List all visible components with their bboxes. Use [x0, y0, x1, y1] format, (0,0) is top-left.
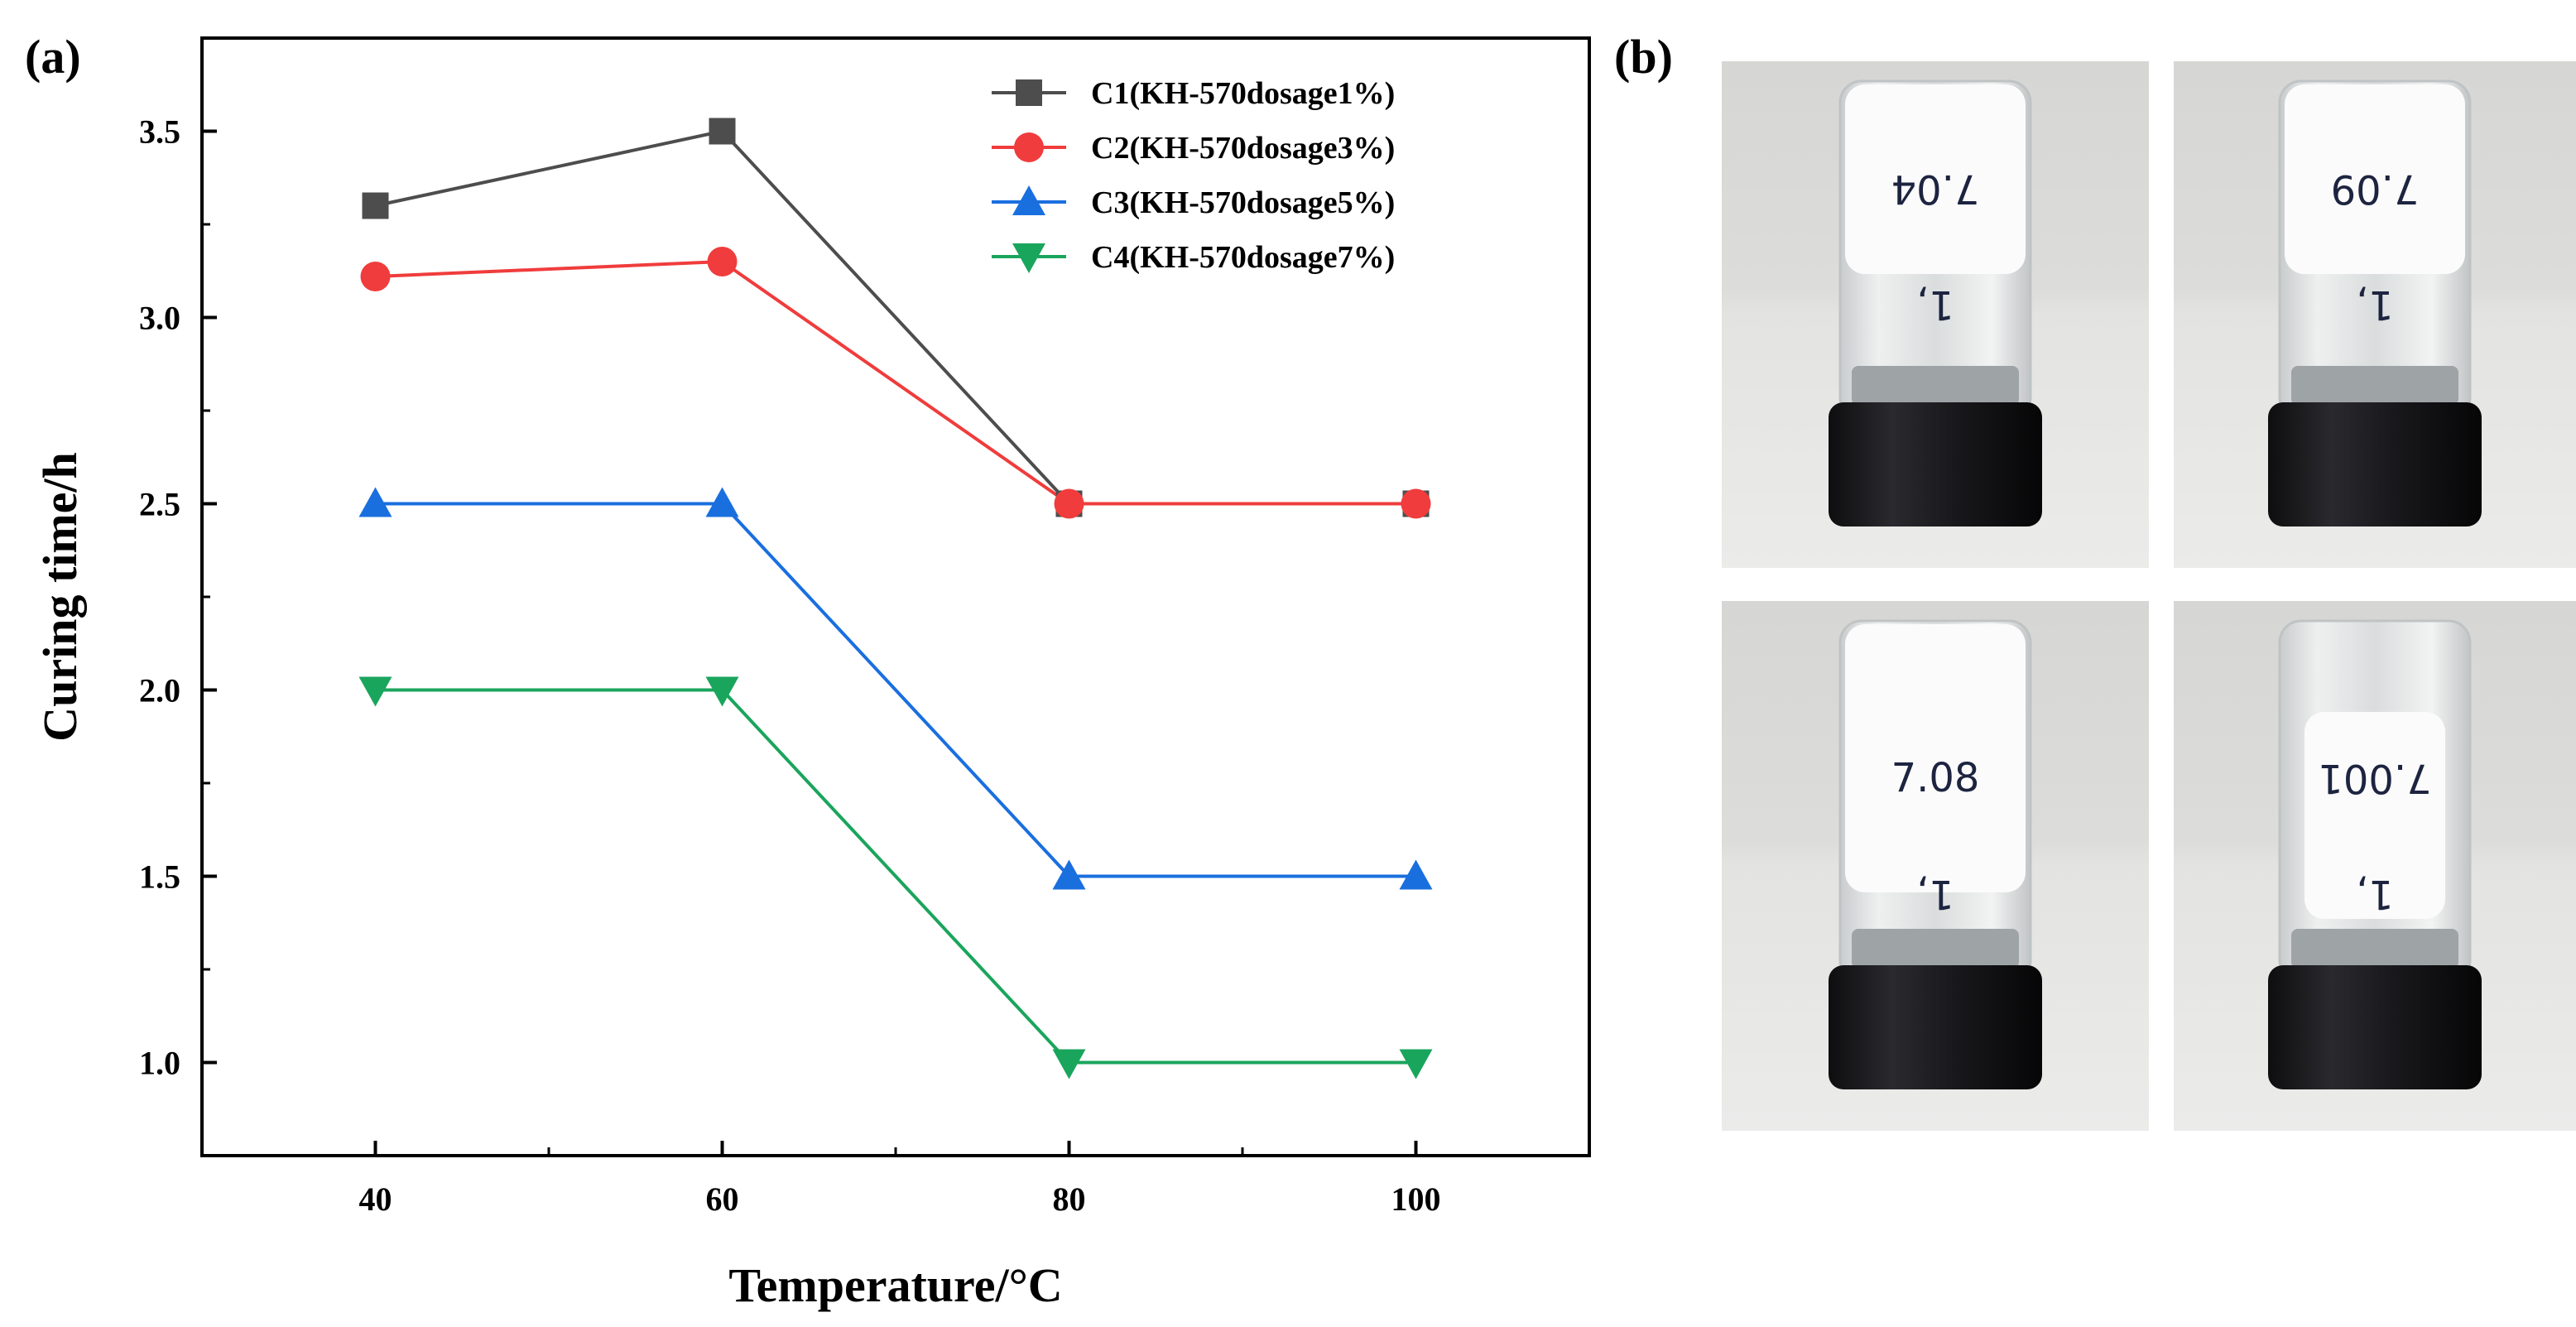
vial-mark: 1, [2356, 871, 2394, 917]
vial-photo-4: 7.001 1, [2174, 601, 2576, 1131]
legend-marker [1014, 132, 1044, 162]
series-1-point [362, 192, 389, 219]
legend-marker [1012, 243, 1045, 273]
y-tick-label: 3.5 [139, 113, 180, 151]
x-axis-title: Temperature/°C [728, 1258, 1062, 1312]
vial-label: 7.09 [2331, 166, 2420, 212]
y-tick-label: 2.5 [139, 486, 180, 523]
y-tick-label: 3.0 [139, 300, 180, 337]
vial-cap [1829, 402, 2042, 526]
legend-entry-4: C4(KH-570dosage7%) [1091, 240, 1395, 275]
vial-label: 7.04 [1891, 166, 1980, 212]
panel-label-b: (b) [1614, 30, 1673, 84]
vial-sediment [1852, 929, 2019, 969]
x-tick-label: 80 [1053, 1180, 1086, 1218]
panel-label-a: (a) [25, 30, 81, 84]
axis-ticks: 40 60 80 100 1.0 1.5 2.0 2.5 3.0 3.5 [139, 113, 1441, 1219]
legend-entry-3: C3(KH-570dosage5%) [1091, 185, 1395, 220]
vial-photo-1: 7.04 1, [1722, 61, 2149, 568]
x-tick-label: 40 [359, 1180, 392, 1218]
series-3-point [358, 487, 392, 517]
x-tick-label: 60 [706, 1180, 739, 1218]
vial-cap [2268, 402, 2482, 526]
series-line-3 [375, 502, 1416, 878]
series-markers [358, 118, 1433, 1079]
series-1-point [709, 118, 736, 145]
vial-gel [1845, 84, 2026, 275]
vial-photo-3: 7.08 1, [1722, 601, 2149, 1131]
series-4-point [705, 676, 739, 707]
vial-gel [2304, 712, 2445, 919]
series-4-point [1052, 1049, 1086, 1079]
vial-label: 7.001 [2318, 755, 2431, 801]
vial-mark: 1, [1916, 871, 1954, 917]
series-4-point [1399, 1049, 1433, 1079]
y-tick-label: 1.5 [139, 858, 180, 896]
vial-mark: 1, [1916, 281, 1954, 328]
series-3-point [1052, 859, 1086, 890]
vial-cap [1829, 965, 2042, 1089]
series-2-point [360, 262, 391, 291]
y-axis-title: Curing time/h [33, 452, 87, 742]
legend-entry-1: C1(KH-570dosage1%) [1091, 76, 1395, 111]
series-line-2 [375, 259, 1416, 506]
series-2-point [707, 247, 738, 276]
series-4-point [358, 676, 392, 707]
vial-gel [2285, 84, 2465, 275]
vial-label: 7.08 [1891, 755, 1980, 801]
series-lines [375, 129, 1416, 1065]
vial-sediment [1852, 366, 2019, 406]
legend-entry-2: C2(KH-570dosage3%) [1091, 131, 1395, 166]
vial-sediment [2291, 366, 2458, 406]
legend-marker [1016, 79, 1042, 106]
vial-gel [1845, 624, 2026, 892]
vial-sediment [2291, 929, 2458, 969]
vial-photos: 7.04 1, 7.09 1, 7.08 1, 7.001 1, [1722, 61, 2576, 1131]
vial-photo-2: 7.09 1, [2174, 61, 2576, 568]
vial-mark: 1, [2356, 281, 2394, 328]
y-tick-label: 2.0 [139, 672, 180, 709]
series-2-point [1401, 488, 1431, 519]
y-tick-label: 1.0 [139, 1045, 180, 1082]
line-chart: 40 60 80 100 1.0 1.5 2.0 2.5 3.0 3.5 C1(KH-570dos… [33, 36, 1591, 1312]
legend-marker [1012, 185, 1045, 215]
series-3-point [705, 487, 739, 517]
x-tick-label: 100 [1391, 1180, 1441, 1218]
series-3-point [1399, 859, 1433, 890]
legend: C1(KH-570dosage1%) C2(KH-570dosage3%) C3(K… [992, 76, 1395, 275]
vial-cap [2268, 965, 2482, 1089]
series-2-point [1054, 488, 1084, 519]
series-line-4 [375, 688, 1416, 1065]
